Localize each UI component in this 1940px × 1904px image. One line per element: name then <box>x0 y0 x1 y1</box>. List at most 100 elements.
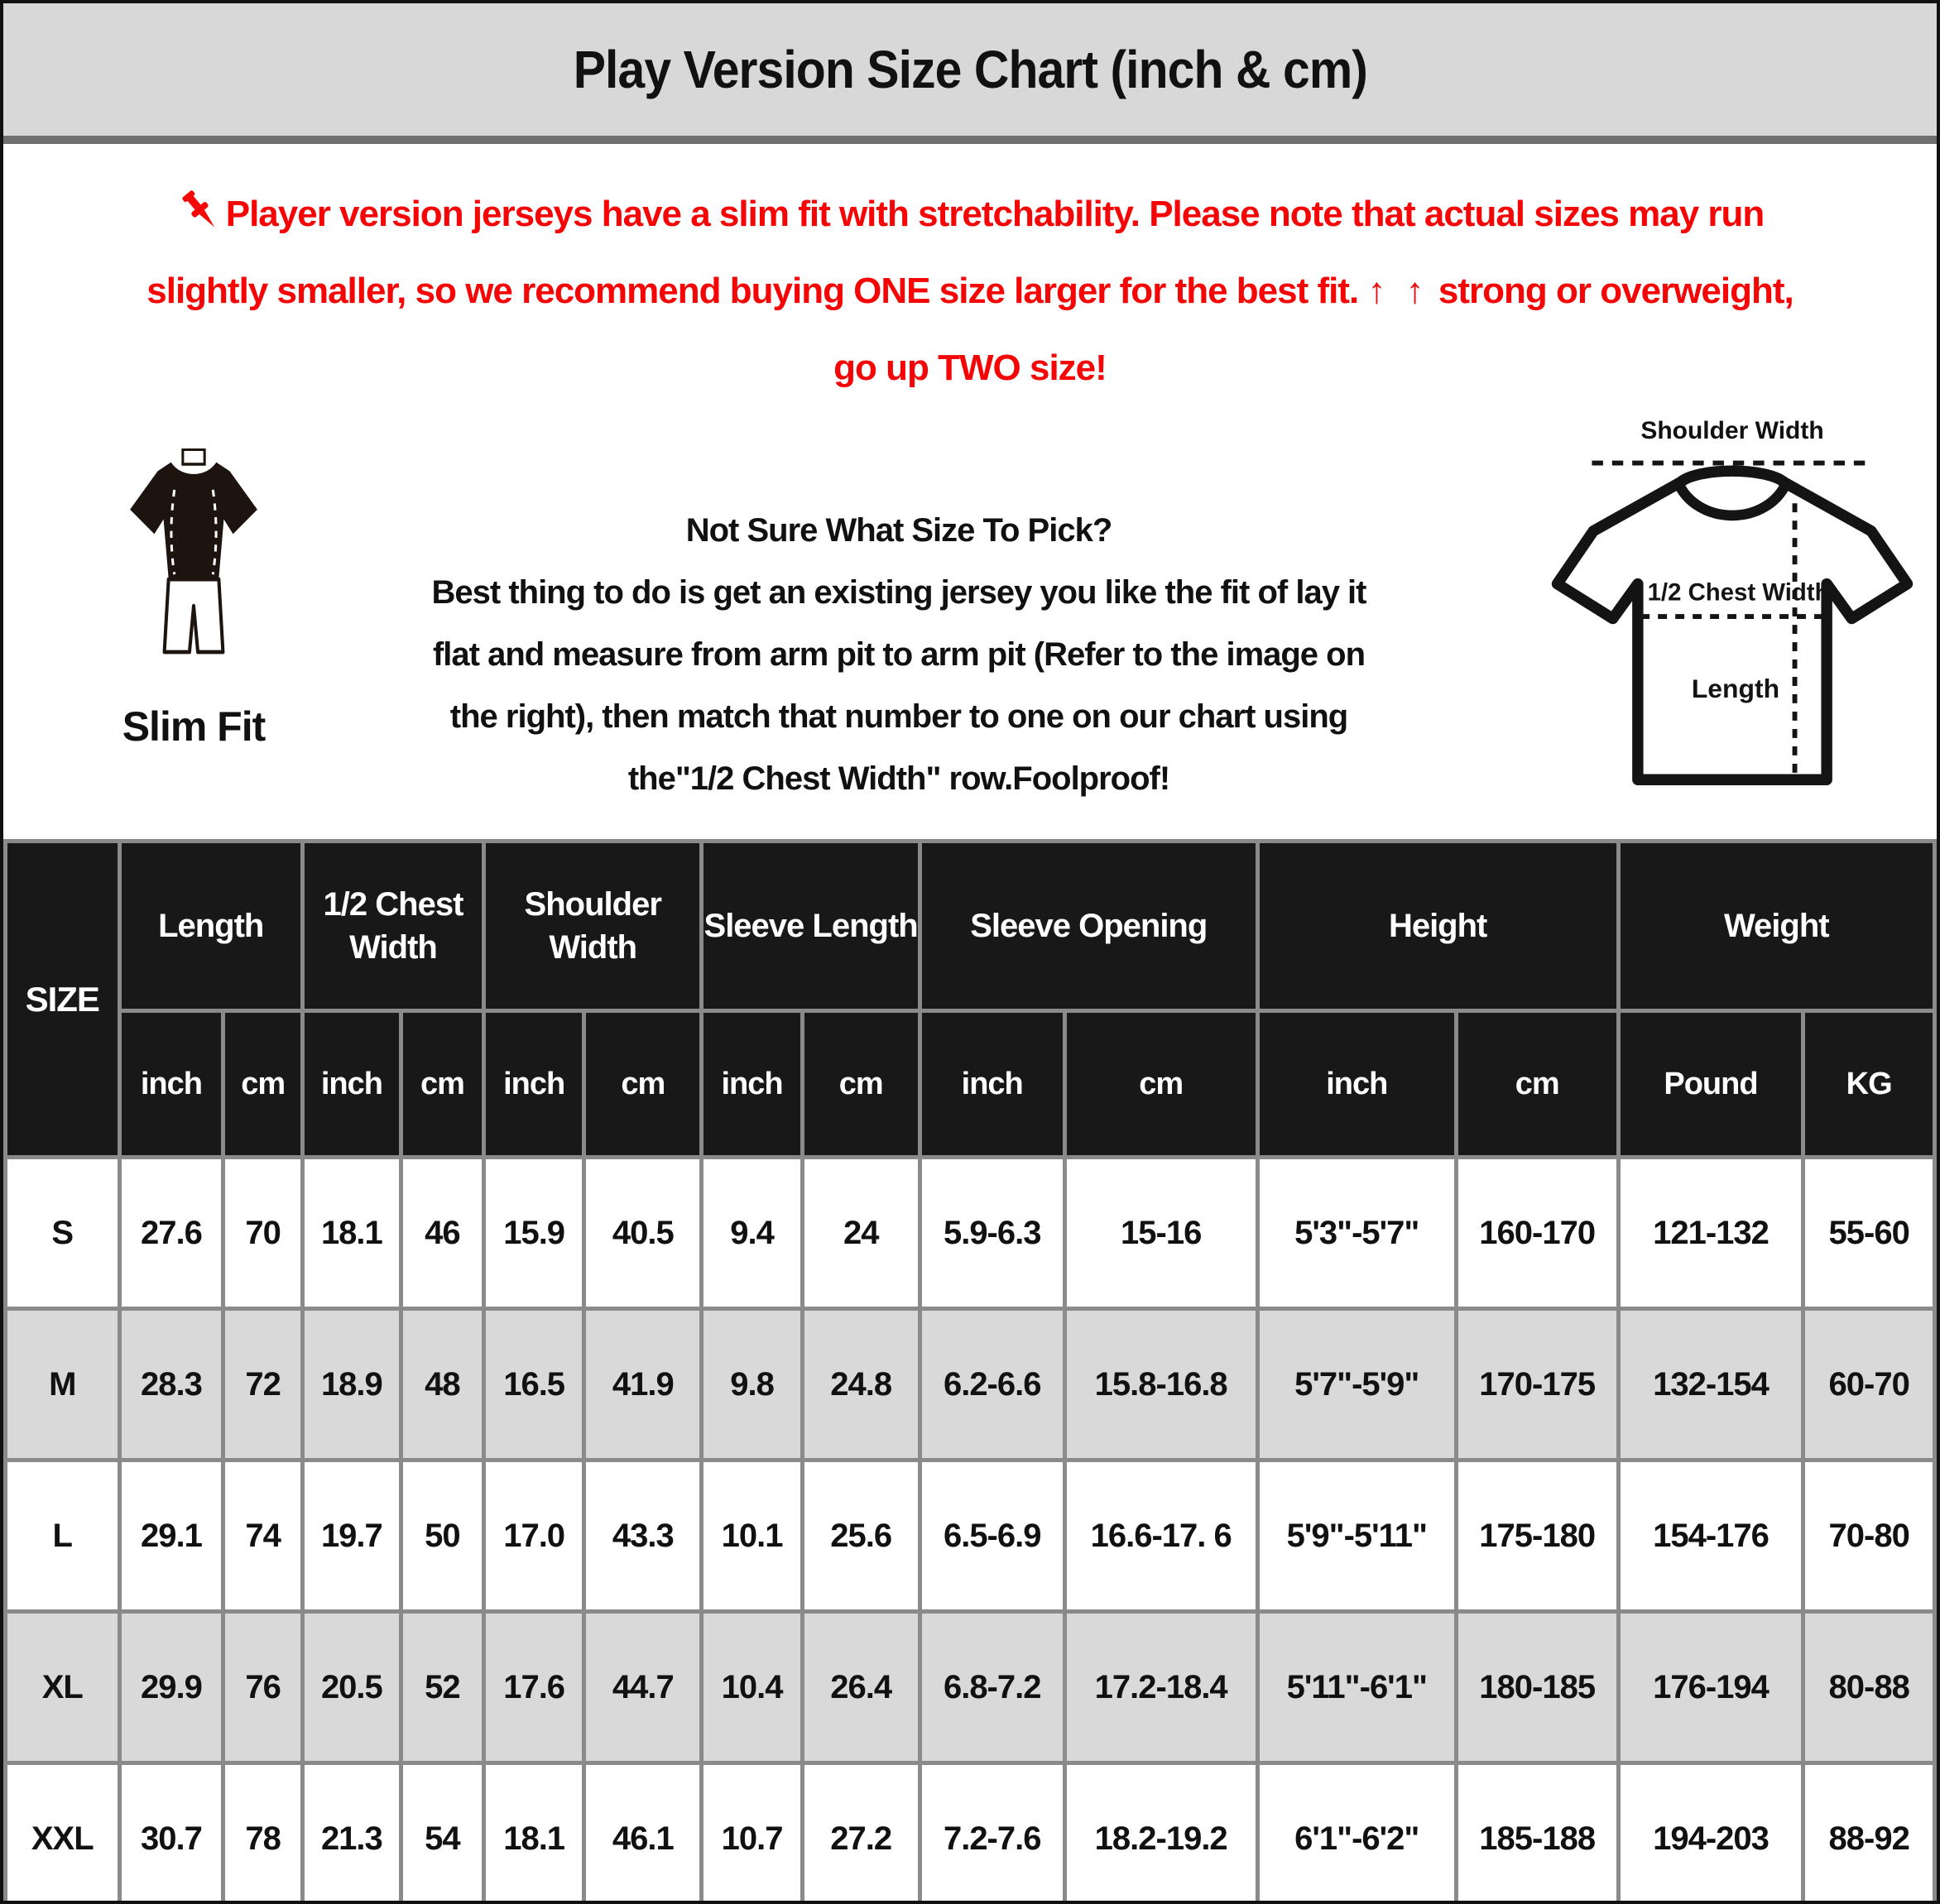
value-cell: 9.4 <box>699 1155 804 1311</box>
value-cell: 16.6-17. 6 <box>1062 1458 1260 1614</box>
value-cell: 54 <box>398 1761 487 1901</box>
unit-header: inch <box>300 1009 403 1159</box>
value-cell: 70 <box>221 1155 305 1311</box>
value-cell: 194-203 <box>1616 1761 1806 1901</box>
unit-header: inch <box>482 1009 587 1159</box>
column-group-header: Shoulder Width <box>482 839 704 1013</box>
warning-line-3: go up TWO size! <box>833 348 1107 388</box>
value-cell: 18.1 <box>300 1155 403 1311</box>
size-cell: L <box>3 1458 122 1614</box>
size-cell: XL <box>3 1609 122 1765</box>
value-cell: 6.5-6.9 <box>917 1458 1067 1614</box>
value-cell: 5'11"-6'1" <box>1255 1609 1458 1765</box>
guide-line: the right), then match that number to on… <box>449 698 1348 735</box>
value-cell: 10.1 <box>699 1458 804 1614</box>
value-cell: 15.9 <box>482 1155 587 1311</box>
value-cell: 6.8-7.2 <box>917 1609 1067 1765</box>
guide-line: flat and measure from arm pit to arm pit… <box>432 636 1366 673</box>
length-label: Length <box>1692 674 1779 703</box>
value-cell: 9.8 <box>699 1307 804 1462</box>
value-cell: 17.6 <box>482 1609 587 1765</box>
value-cell: 154-176 <box>1616 1458 1806 1614</box>
value-cell: 74 <box>221 1458 305 1614</box>
warning-notice: Player version jerseys have a slim fit w… <box>3 175 1937 406</box>
middle-section: Slim Fit Not Sure What Size To Pick? Bes… <box>3 417 1937 839</box>
value-cell: 6'1"-6'2" <box>1255 1761 1458 1901</box>
up-arrows-icon: ↑ ↑ <box>1367 271 1429 311</box>
warning-line-1: Player version jerseys have a slim fit w… <box>3 175 1937 252</box>
value-cell: 5.9-6.3 <box>917 1155 1067 1311</box>
value-cell: 175-180 <box>1453 1458 1621 1614</box>
value-cell: 5'3"-5'7" <box>1255 1155 1458 1311</box>
column-group-header: 1/2 Chest Width <box>300 839 487 1013</box>
size-table: SIZE Length 1/2 Chest Width Shoulder Wid… <box>3 839 1937 1901</box>
value-cell: 70-80 <box>1801 1458 1937 1614</box>
value-cell: 29.1 <box>117 1458 226 1614</box>
value-cell: 15-16 <box>1062 1155 1260 1311</box>
value-cell: 78 <box>221 1761 305 1901</box>
pushpin-icon <box>176 184 224 232</box>
value-cell: 170-175 <box>1453 1307 1621 1462</box>
value-cell: 132-154 <box>1616 1307 1806 1462</box>
table-row-xxl: XXL 30.7 78 21.3 54 18.1 46.1 10.7 27.2 … <box>3 1761 1937 1901</box>
value-cell: 5'7"-5'9" <box>1255 1307 1458 1462</box>
column-group-header: Length <box>117 839 305 1013</box>
value-cell: 17.0 <box>482 1458 587 1614</box>
value-cell: 5'9"-5'11" <box>1255 1458 1458 1614</box>
value-cell: 18.1 <box>482 1761 587 1901</box>
value-cell: 10.7 <box>699 1761 804 1901</box>
column-group-header: Sleeve Length <box>699 839 922 1013</box>
value-cell: 176-194 <box>1616 1609 1806 1765</box>
slim-fit-illustration <box>130 448 257 655</box>
unit-header: KG <box>1801 1009 1937 1159</box>
value-cell: 46.1 <box>582 1761 704 1901</box>
warning-line-2: slightly smaller, so we recommend buying… <box>146 271 1794 311</box>
value-cell: 72 <box>221 1307 305 1462</box>
column-group-header: Weight <box>1616 839 1937 1013</box>
value-cell: 60-70 <box>1801 1307 1937 1462</box>
value-cell: 24.8 <box>800 1307 922 1462</box>
value-cell: 20.5 <box>300 1609 403 1765</box>
value-cell: 27.2 <box>800 1761 922 1901</box>
value-cell: 41.9 <box>582 1307 704 1462</box>
unit-header: cm <box>800 1009 922 1159</box>
value-cell: 40.5 <box>582 1155 704 1311</box>
value-cell: 50 <box>398 1458 487 1614</box>
value-cell: 28.3 <box>117 1307 226 1462</box>
unit-header: cm <box>398 1009 487 1159</box>
value-cell: 121-132 <box>1616 1155 1806 1311</box>
value-cell: 24 <box>800 1155 922 1311</box>
slim-fit-figure: Slim Fit <box>82 448 305 751</box>
value-cell: 7.2-7.6 <box>917 1761 1067 1901</box>
value-cell: 25.6 <box>800 1458 922 1614</box>
table-row-l: L 29.1 74 19.7 50 17.0 43.3 10.1 25.6 6.… <box>3 1458 1937 1614</box>
guide-heading: Not Sure What Size To Pick? <box>685 512 1113 549</box>
value-cell: 18.9 <box>300 1307 403 1462</box>
unit-header: cm <box>1453 1009 1621 1159</box>
value-cell: 16.5 <box>482 1307 587 1462</box>
title-bar: Play Version Size Chart (inch & cm) <box>3 3 1937 144</box>
value-cell: 29.9 <box>117 1609 226 1765</box>
value-cell: 46 <box>398 1155 487 1311</box>
unit-header: inch <box>917 1009 1067 1159</box>
unit-header: Pound <box>1616 1009 1806 1159</box>
unit-header: inch <box>1255 1009 1458 1159</box>
unit-header: cm <box>582 1009 704 1159</box>
size-cell: M <box>3 1307 122 1462</box>
value-cell: 21.3 <box>300 1761 403 1901</box>
unit-header: cm <box>1062 1009 1260 1159</box>
guide-line: the"1/2 Chest Width" row.Foolproof! <box>627 760 1170 797</box>
value-cell: 26.4 <box>800 1609 922 1765</box>
unit-header: cm <box>221 1009 305 1159</box>
table-row-xl: XL 29.9 76 20.5 52 17.6 44.7 10.4 26.4 6… <box>3 1609 1937 1765</box>
size-cell: S <box>3 1155 122 1311</box>
page-title: Play Version Size Chart (inch & cm) <box>573 40 1367 99</box>
value-cell: 18.2-19.2 <box>1062 1761 1260 1901</box>
value-cell: 6.2-6.6 <box>917 1307 1067 1462</box>
size-guide-text: Not Sure What Size To Pick? Best thing t… <box>311 500 1486 810</box>
value-cell: 76 <box>221 1609 305 1765</box>
unit-header: inch <box>117 1009 226 1159</box>
column-group-header: Height <box>1255 839 1621 1013</box>
value-cell: 19.7 <box>300 1458 403 1614</box>
